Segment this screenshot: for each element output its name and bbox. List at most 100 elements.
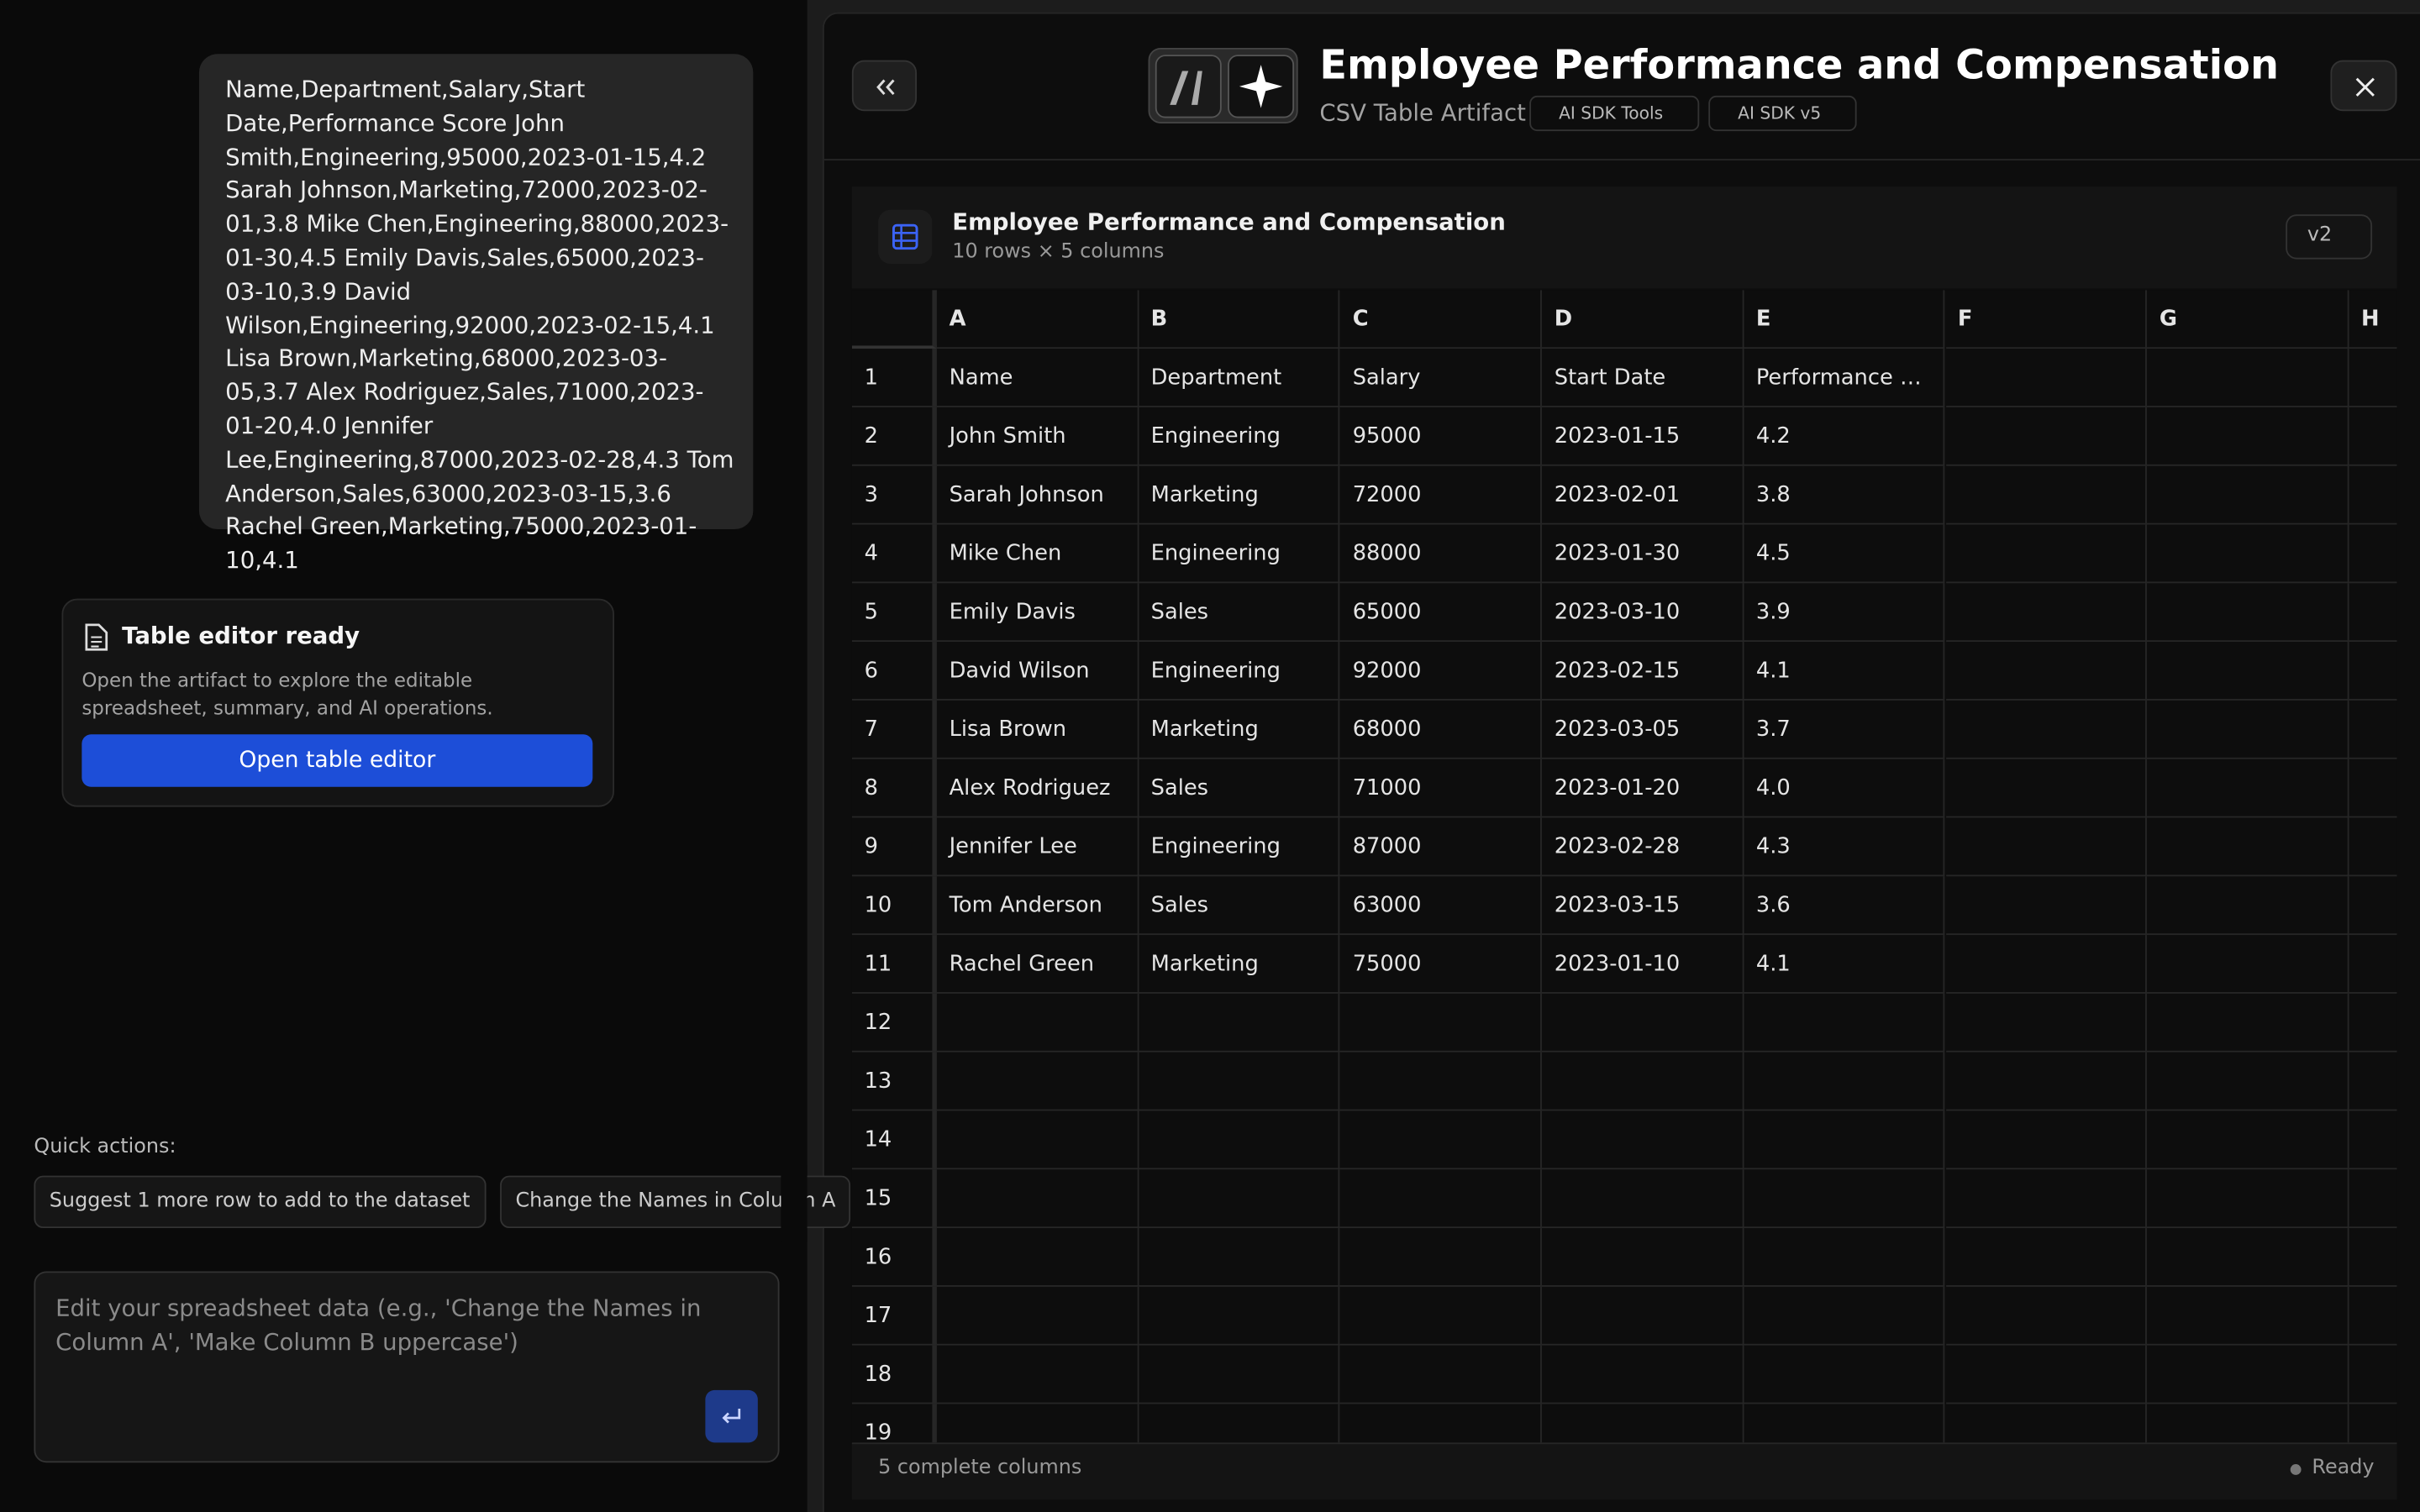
cell[interactable]: 3.7 [1744, 700, 1946, 759]
cell[interactable]: Department [1138, 349, 1340, 407]
cell[interactable] [2147, 1110, 2349, 1170]
cell[interactable] [1744, 993, 1946, 1053]
cell[interactable] [1340, 1228, 1543, 1287]
cell[interactable]: 68000 [1340, 700, 1543, 759]
cell[interactable]: Marketing [1138, 465, 1340, 525]
cell[interactable]: Sarah Johnson [936, 465, 1139, 525]
cell[interactable] [2147, 1345, 2349, 1404]
quick-action-chip[interactable]: Suggest 1 more row to add to the dataset [34, 1175, 486, 1229]
cell[interactable] [1945, 993, 2148, 1053]
cell[interactable]: Tom Anderson [936, 876, 1139, 936]
cell[interactable] [2147, 700, 2349, 759]
cell[interactable] [936, 1169, 1139, 1229]
cell[interactable] [1945, 1110, 2148, 1170]
cell[interactable]: Sales [1138, 583, 1340, 643]
cell[interactable]: 2023-03-15 [1542, 876, 1744, 936]
cell[interactable] [2147, 935, 2349, 994]
cell[interactable] [1340, 1286, 1543, 1346]
cell[interactable]: Marketing [1138, 935, 1340, 994]
cell[interactable] [2349, 701, 2397, 759]
cell[interactable] [1340, 1169, 1543, 1229]
cell[interactable] [1945, 1169, 2148, 1229]
cell[interactable] [1340, 1404, 1543, 1443]
cell[interactable] [1945, 583, 2148, 643]
cell[interactable]: 75000 [1340, 935, 1543, 994]
cell[interactable] [1340, 1345, 1543, 1404]
cell[interactable]: Engineering [1138, 407, 1340, 466]
cell[interactable] [936, 1110, 1139, 1170]
cell[interactable] [2349, 1287, 2397, 1346]
cell[interactable] [1744, 1228, 1946, 1287]
cell[interactable]: Start Date [1542, 349, 1744, 407]
cell[interactable] [2147, 1169, 2349, 1229]
cell[interactable]: 2023-01-30 [1542, 524, 1744, 584]
cell[interactable] [1138, 1052, 1340, 1111]
cell[interactable]: 3.8 [1744, 465, 1946, 525]
cell[interactable] [1945, 1286, 2148, 1346]
cell[interactable] [2147, 465, 2349, 525]
back-button[interactable] [851, 60, 918, 112]
cell[interactable] [2349, 349, 2397, 407]
cell[interactable] [2349, 407, 2397, 466]
cell[interactable] [2349, 935, 2397, 994]
cell[interactable]: Performance Score [1744, 349, 1946, 407]
input-box[interactable] [34, 1271, 780, 1463]
cell[interactable] [2147, 524, 2349, 584]
cell[interactable]: 4.0 [1744, 759, 1946, 818]
cell[interactable]: David Wilson [936, 642, 1139, 701]
cell[interactable] [1138, 1228, 1340, 1287]
cell[interactable] [1138, 1286, 1340, 1346]
cell[interactable]: Lisa Brown [936, 700, 1139, 759]
cell[interactable] [2147, 407, 2349, 466]
cell[interactable] [2349, 466, 2397, 525]
badge[interactable]: AI SDK v5 [1708, 95, 1857, 132]
cell[interactable] [2349, 642, 2397, 701]
send-button[interactable] [705, 1389, 758, 1443]
cell[interactable]: 4.1 [1744, 935, 1946, 994]
cell[interactable]: 65000 [1340, 583, 1543, 643]
cell[interactable] [2349, 817, 2397, 877]
cell[interactable]: Engineering [1138, 524, 1340, 584]
cell[interactable] [1138, 1110, 1340, 1170]
cell[interactable] [2147, 1052, 2349, 1111]
cell[interactable]: Emily Davis [936, 583, 1139, 643]
cell[interactable] [1542, 1286, 1744, 1346]
cell[interactable] [1542, 1404, 1744, 1443]
cell[interactable] [2147, 583, 2349, 643]
cell[interactable]: John Smith [936, 407, 1139, 466]
cell[interactable] [1945, 1404, 2148, 1443]
cell[interactable]: Alex Rodriguez [936, 759, 1139, 818]
cell[interactable]: 2023-03-05 [1542, 700, 1744, 759]
cell[interactable] [2147, 759, 2349, 818]
cell[interactable] [1340, 993, 1543, 1053]
cell[interactable]: 2023-02-01 [1542, 465, 1744, 525]
open-button-label[interactable]: Open table editor [239, 748, 436, 774]
cell[interactable] [1542, 1052, 1744, 1111]
cell[interactable]: Sales [1138, 759, 1340, 818]
cell[interactable] [1945, 465, 2148, 525]
cell[interactable] [1945, 817, 2148, 877]
cell[interactable] [2147, 817, 2349, 877]
cell[interactable] [2349, 1404, 2396, 1442]
cell[interactable]: 2023-03-10 [1542, 583, 1744, 643]
cell[interactable]: Rachel Green [936, 935, 1139, 994]
cell[interactable]: 4.2 [1744, 407, 1946, 466]
cell[interactable] [1542, 1345, 1744, 1404]
cell[interactable] [1340, 1110, 1543, 1170]
cell[interactable] [1945, 876, 2148, 936]
cell[interactable] [1945, 935, 2148, 994]
cell[interactable]: 87000 [1340, 817, 1543, 877]
cell[interactable]: Mike Chen [936, 524, 1139, 584]
cell[interactable]: Sales [1138, 876, 1340, 936]
cell[interactable]: 88000 [1340, 524, 1543, 584]
cell[interactable] [1744, 1110, 1946, 1170]
cell[interactable] [1542, 1110, 1744, 1170]
cell[interactable] [1744, 1052, 1946, 1111]
badge[interactable]: AI SDK Tools [1529, 95, 1699, 132]
cell[interactable] [936, 993, 1139, 1053]
cell[interactable] [936, 1345, 1139, 1404]
cell[interactable] [1542, 1228, 1744, 1287]
cell[interactable]: Name [936, 349, 1139, 407]
cell[interactable] [1945, 759, 2148, 818]
cell[interactable]: Marketing [1138, 700, 1340, 759]
